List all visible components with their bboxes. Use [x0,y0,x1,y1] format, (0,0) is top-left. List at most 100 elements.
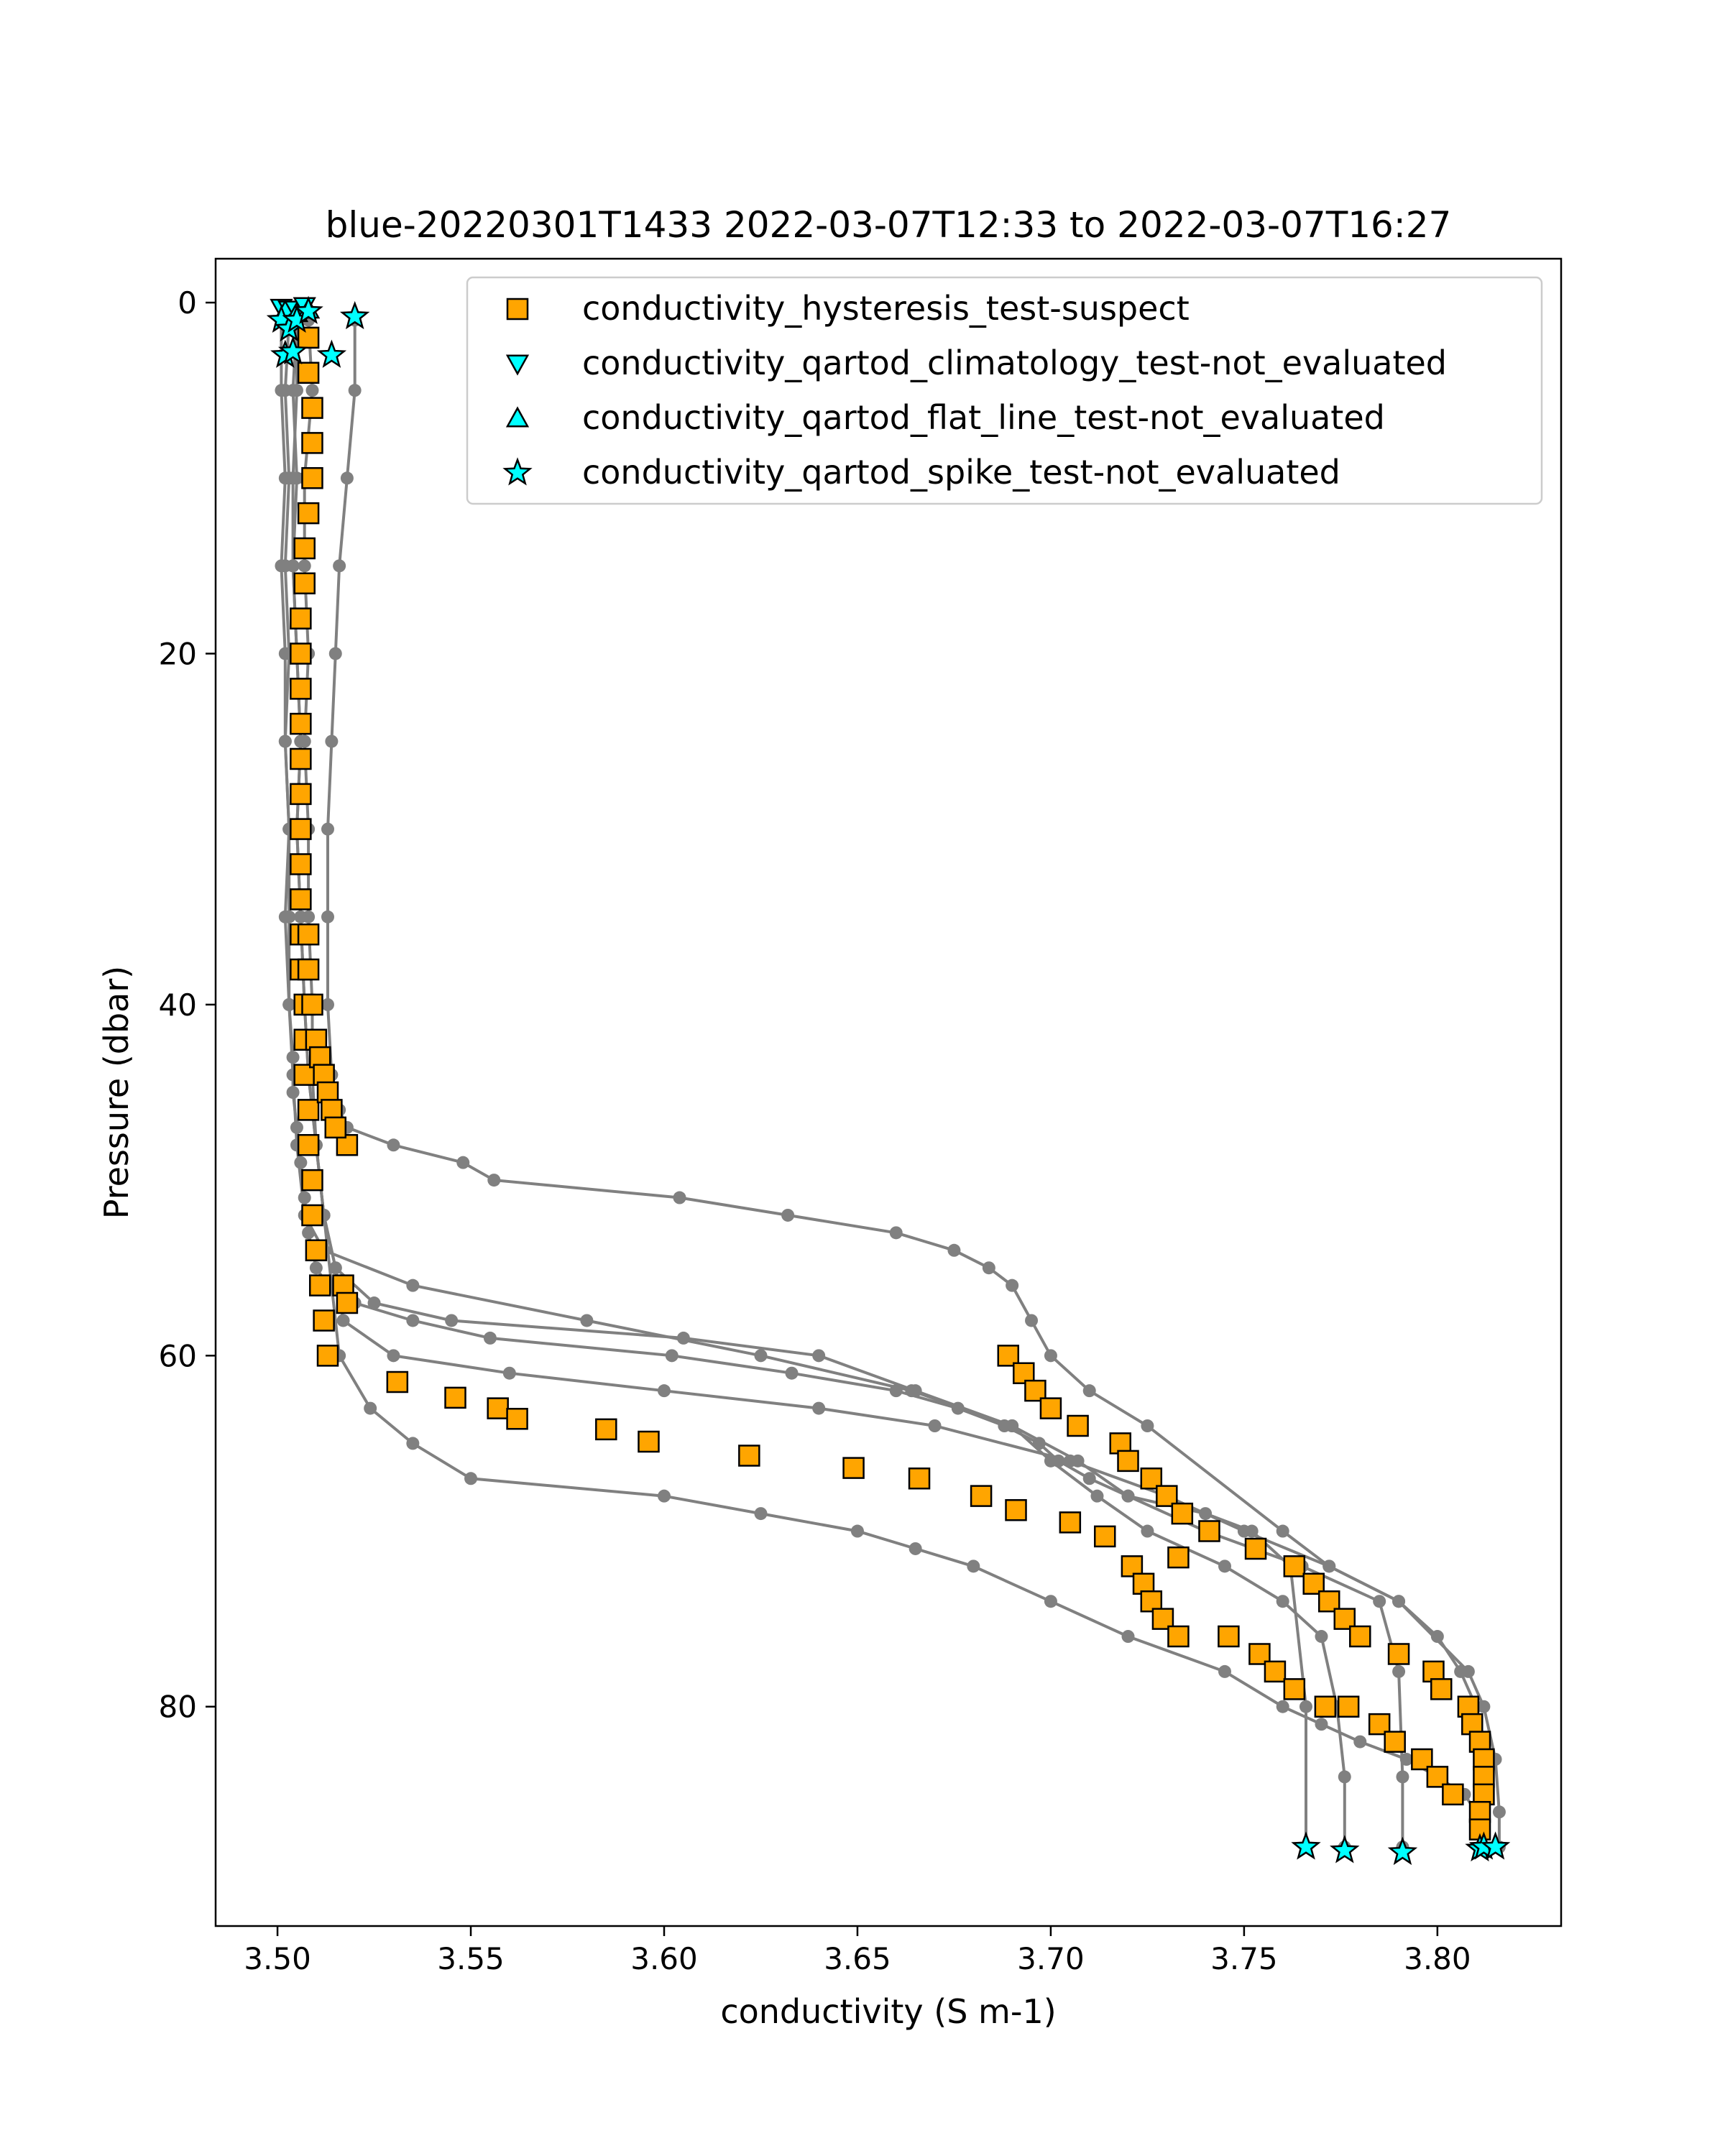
profile-point [290,471,303,485]
profile-point [282,910,296,923]
marker-square [1384,1731,1406,1753]
profile-lines [275,313,1506,1854]
legend-marker-triangle_down [505,354,530,376]
marker-square [290,747,312,770]
marker-square [970,1485,993,1507]
marker-square [506,1407,528,1430]
marker-square [1167,1625,1190,1648]
marker-square [293,537,316,560]
x-tick-label: 3.75 [1210,1941,1278,1976]
marker-square [313,1309,335,1332]
x-tick-label: 3.80 [1404,1941,1471,1976]
marker-square [301,993,323,1016]
profile-point [1373,1595,1386,1608]
marker-square [297,1134,320,1156]
marker-star [293,295,323,324]
marker-star [1291,1831,1321,1860]
profile-point [364,1401,377,1415]
profile-point [321,822,334,836]
marker-square [842,1457,865,1479]
profile-point [1082,1384,1096,1398]
legend: conductivity_hysteresis_test-suspectcond… [466,276,1543,505]
profile-point [1237,1524,1251,1538]
y-tick-label: 60 [159,1338,197,1373]
profile-point [328,647,342,660]
marker-square [1430,1678,1453,1700]
marker-star [1387,1836,1418,1866]
profile-point [325,734,339,748]
marker-square [290,888,312,911]
marker-square [293,572,316,595]
profile-point [305,384,319,397]
marker-square [1442,1783,1464,1806]
profile-point [889,1226,903,1240]
profile-point [406,1314,420,1327]
profile-point [1044,1595,1057,1608]
marker-square [290,783,312,806]
profile-point [298,559,311,573]
legend-label: conductivity_hysteresis_test-suspect [582,289,1190,328]
x-tick-label: 3.55 [437,1941,505,1976]
marker-star [316,339,347,368]
x-axis-label: conductivity (S m-1) [720,1992,1056,2031]
profile-point [1025,1314,1039,1327]
x-axis: 3.50 3.55 3.60 3.65 3.70 3.75 3.80 [244,1926,1471,1976]
profile-point [928,1419,942,1432]
marker-square [595,1418,617,1441]
profile-point [321,910,334,923]
profile-point [1315,1630,1328,1644]
profile-point [947,1243,961,1257]
profile-point [309,1261,323,1275]
profile-point [1006,1419,1019,1432]
marker-square [290,853,312,875]
marker-square [444,1386,466,1409]
profile-point [328,1261,342,1275]
profile-point [1477,1700,1491,1713]
profile-point [1338,1770,1351,1784]
marker-star [339,300,370,330]
legend-marker-triangle_up [505,406,530,428]
series-star [266,295,1511,1866]
profile-point [275,384,288,397]
profile-point [982,1261,995,1275]
profile-point [1276,1700,1289,1713]
profile-point [367,1296,381,1310]
marker-square [336,1134,359,1156]
marker-star [1480,1831,1511,1860]
profile-point [658,1384,671,1398]
marker-square [1283,1678,1306,1700]
profile-point [1399,1753,1413,1766]
marker-star [1330,1835,1360,1864]
marker-square [301,1169,323,1192]
profile-point [487,1174,501,1187]
flag-markers [266,295,1511,1866]
y-tick-label: 40 [159,987,197,1023]
profile-point [1082,1472,1096,1485]
profile-point [1141,1419,1154,1432]
profile-point [754,1507,768,1521]
profile-point [1121,1630,1135,1644]
profile-point [502,1366,516,1380]
profile-point [286,384,300,397]
profile-point [781,1208,795,1222]
marker-square [297,502,320,525]
marker-square [336,1291,359,1314]
marker-square [1387,1643,1410,1665]
profile-point [812,1349,826,1363]
marker-square [1314,1695,1337,1718]
marker-square [297,361,320,384]
chart-title: blue-20220301T1433 2022-03-07T12:33 to 2… [326,204,1452,246]
profile-point [1396,1770,1409,1784]
x-tick-label: 3.65 [824,1941,891,1976]
profile-point [1141,1524,1154,1538]
marker-square [1264,1660,1287,1683]
marker-square [290,818,312,840]
legend-label: conductivity_qartod_climatology_test-not… [582,344,1447,382]
profile-point [387,1349,400,1363]
profile-point [850,1524,864,1538]
marker-square [290,607,312,630]
profile-point [967,1560,980,1573]
profile-point [1063,1454,1077,1468]
series-square [290,326,1495,1841]
